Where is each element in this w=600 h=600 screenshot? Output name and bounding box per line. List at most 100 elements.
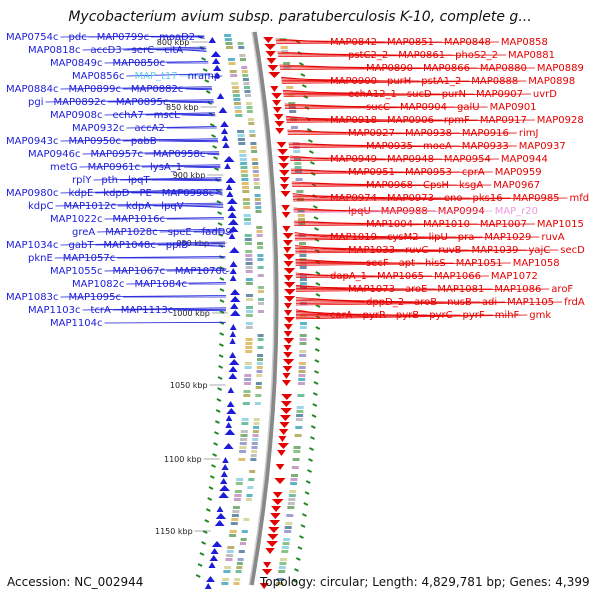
reverse-gene-arrow: [212, 65, 222, 71]
function-block: [235, 114, 243, 117]
forward-gene-arrow: [266, 58, 277, 64]
reverse-gene-label: MAP1103c: [28, 305, 80, 316]
function-block: [230, 522, 238, 525]
category-block: [247, 486, 254, 489]
forward-gene-label: ruvA: [541, 232, 564, 243]
function-block: [236, 478, 244, 481]
category-block: [254, 198, 261, 201]
label-leader: [179, 74, 211, 77]
forward-gene-arrow: [271, 93, 283, 99]
function-block: [225, 42, 233, 45]
scale-tick: [217, 211, 223, 215]
forward-gene-arrow: [278, 429, 289, 435]
label-leader: [82, 307, 227, 311]
label-leader: [286, 119, 535, 123]
scale-tick: [211, 464, 216, 468]
function-block: [278, 570, 286, 573]
reverse-gene-label: mscL: [154, 110, 180, 121]
function-block: [280, 558, 288, 561]
function-block: [299, 350, 307, 353]
label-leader: [295, 288, 550, 292]
forward-gene-arrow: [277, 450, 286, 456]
forward-gene-label: secD: [560, 245, 585, 256]
label-leader: [181, 114, 216, 117]
function-block: [240, 166, 248, 169]
forward-gene-label: MAP1033: [348, 245, 395, 256]
category-block: [249, 130, 256, 133]
function-block: [231, 518, 239, 521]
function-block: [229, 530, 237, 533]
forward-gene-arrow: [283, 268, 296, 274]
reverse-gene-arrow: [204, 583, 212, 589]
reverse-gene-arrow: [226, 401, 235, 407]
function-block: [226, 550, 234, 553]
category-block: [253, 418, 260, 421]
forward-gene-arrow: [280, 415, 291, 421]
reverse-gene-label: MAP1095c: [69, 292, 121, 303]
function-block: [243, 390, 251, 393]
reverse-gene-label: MAP0932c: [72, 123, 124, 134]
function-block: [241, 178, 249, 181]
function-block: [226, 554, 233, 557]
scale-tick: [314, 348, 320, 352]
function-block: [241, 182, 249, 185]
reverse-gene-label: MAP0892c: [54, 97, 106, 108]
function-block: [289, 110, 297, 113]
label-leader: [280, 67, 535, 70]
label-leader: [281, 79, 420, 82]
category-block: [244, 90, 251, 93]
reverse-gene-arrow: [221, 464, 229, 470]
reverse-gene-arrow: [224, 163, 231, 169]
function-block: [245, 350, 253, 353]
category-block: [251, 450, 258, 453]
label-leader: [292, 184, 492, 187]
function-block: [299, 286, 307, 289]
reverse-gene-arrow: [225, 184, 233, 190]
forward-gene-arrow: [265, 51, 276, 57]
label-leader: [294, 236, 483, 239]
reverse-gene-arrow: [220, 478, 228, 484]
reverse-gene-label: echA7: [113, 110, 144, 121]
function-block: [281, 546, 289, 549]
scale-tick: [307, 469, 312, 473]
forward-gene-label: MAP0974: [330, 193, 377, 204]
label-leader: [294, 223, 535, 226]
category-block: [242, 78, 249, 81]
forward-gene-label: mfd: [570, 193, 590, 204]
function-block: [286, 86, 294, 89]
label-leader: [284, 106, 488, 109]
scale-tick: [209, 475, 215, 479]
reverse-gene-arrow: [206, 576, 215, 582]
forward-gene-label: gmk: [529, 310, 551, 321]
forward-gene-arrow: [280, 401, 292, 407]
scale-tick: [301, 84, 307, 88]
reverse-gene-label: MAP0899c: [69, 84, 121, 95]
category-block: [256, 370, 263, 373]
reverse-gene-label: MAP0849c: [50, 58, 102, 69]
label-leader: [295, 249, 527, 252]
reverse-gene-arrow: [226, 198, 238, 204]
label-leader: [88, 35, 205, 38]
category-block: [251, 158, 258, 161]
label-leader: [126, 73, 211, 77]
category-block: [257, 254, 264, 257]
category-block: [241, 70, 248, 73]
function-block: [298, 362, 306, 365]
forward-gene-arrow: [278, 163, 290, 169]
function-block: [224, 34, 232, 37]
forward-gene-arrow: [274, 478, 286, 484]
reverse-gene-arrow: [230, 310, 241, 316]
function-block: [245, 258, 253, 261]
forward-gene-arrow: [278, 436, 287, 442]
forward-gene-label: MAP0951: [348, 167, 395, 178]
forward-gene-arrow: [273, 114, 284, 120]
reverse-gene-arrow: [229, 275, 237, 281]
function-block: [299, 278, 307, 281]
reverse-gene-label: pabB: [131, 136, 157, 147]
label-leader: [117, 204, 224, 207]
label-leader: [104, 268, 226, 272]
function-block: [298, 374, 306, 377]
category-block: [246, 110, 253, 113]
reverse-gene-label: pgi: [28, 97, 43, 108]
forward-gene-arrow: [280, 191, 291, 197]
